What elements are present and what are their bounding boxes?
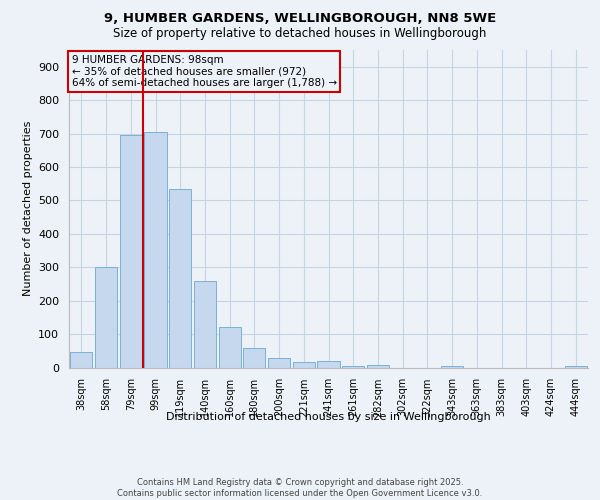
Text: Contains HM Land Registry data © Crown copyright and database right 2025.
Contai: Contains HM Land Registry data © Crown c… xyxy=(118,478,482,498)
Bar xyxy=(367,365,389,368)
Bar xyxy=(119,135,142,368)
Bar xyxy=(194,280,216,368)
Bar xyxy=(169,188,191,368)
Bar xyxy=(70,352,92,368)
Bar xyxy=(268,358,290,368)
Bar xyxy=(293,362,315,368)
Y-axis label: Number of detached properties: Number of detached properties xyxy=(23,121,32,296)
Bar xyxy=(317,361,340,368)
Bar xyxy=(145,132,167,368)
Bar xyxy=(441,366,463,368)
Bar xyxy=(95,267,117,368)
Bar xyxy=(342,366,364,368)
Text: Size of property relative to detached houses in Wellingborough: Size of property relative to detached ho… xyxy=(113,28,487,40)
Text: Distribution of detached houses by size in Wellingborough: Distribution of detached houses by size … xyxy=(166,412,491,422)
Bar xyxy=(565,366,587,368)
Text: 9, HUMBER GARDENS, WELLINGBOROUGH, NN8 5WE: 9, HUMBER GARDENS, WELLINGBOROUGH, NN8 5… xyxy=(104,12,496,26)
Bar xyxy=(243,348,265,368)
Bar xyxy=(218,328,241,368)
Text: 9 HUMBER GARDENS: 98sqm
← 35% of detached houses are smaller (972)
64% of semi-d: 9 HUMBER GARDENS: 98sqm ← 35% of detache… xyxy=(71,55,337,88)
